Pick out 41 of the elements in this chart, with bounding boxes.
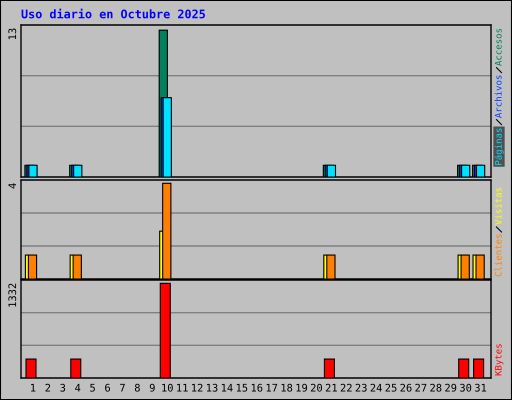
x-tick-label: 26 — [400, 384, 412, 392]
x-tick-label: 25 — [386, 384, 396, 392]
x-tick-label: 13 — [206, 384, 218, 392]
x-tick-label: 6 — [105, 384, 110, 392]
x-tick-label: 2 — [45, 384, 50, 392]
text: Clientes — [494, 234, 502, 276]
text: 4 — [8, 183, 16, 189]
x-tick-label: 9 — [150, 384, 155, 392]
legend-label: Páginas — [494, 128, 504, 165]
x-tick-label: 11 — [177, 384, 188, 392]
x-tick-label: 29 — [445, 384, 456, 392]
x-tick-label: 4 — [75, 384, 80, 392]
x-tick-label: 7 — [120, 384, 125, 392]
x-tick-label: 18 — [282, 384, 292, 392]
x-tick-label: 19 — [296, 384, 308, 392]
x-tick-label: 27 — [415, 384, 426, 392]
x-tick-label: 17 — [266, 384, 278, 392]
x-tick-label: 16 — [252, 384, 262, 392]
x-tick-label: 1 — [31, 384, 36, 392]
x-tick-label: 21 — [326, 384, 337, 392]
chart-title: Uso diario en Octubre 2025 — [22, 8, 205, 18]
x-tick-label: 22 — [340, 384, 352, 392]
x-tick-label: 28 — [430, 384, 442, 392]
text: Accesos — [494, 28, 502, 66]
x-tick-label: 14 — [222, 384, 233, 392]
x-tick-label: 8 — [134, 384, 140, 392]
x-tick-label: 5 — [90, 384, 95, 392]
legend-label: Archivos — [494, 76, 502, 118]
text: 1332 — [8, 284, 16, 307]
x-tick-label: 31 — [474, 384, 486, 392]
x-tick-label: 24 — [370, 384, 382, 392]
x-tick-label: 15 — [236, 384, 248, 392]
x-tick-label: 3 — [60, 384, 66, 392]
x-tick-label: 10 — [162, 384, 173, 392]
text: KBytes — [494, 344, 504, 376]
text: 13 — [8, 28, 16, 40]
x-tick-label: 20 — [310, 384, 322, 392]
x-tick-label: 23 — [356, 384, 367, 392]
x-tick-label: 30 — [460, 384, 472, 392]
x-tick-label: 12 — [192, 384, 202, 392]
text: Visitas — [494, 188, 502, 225]
